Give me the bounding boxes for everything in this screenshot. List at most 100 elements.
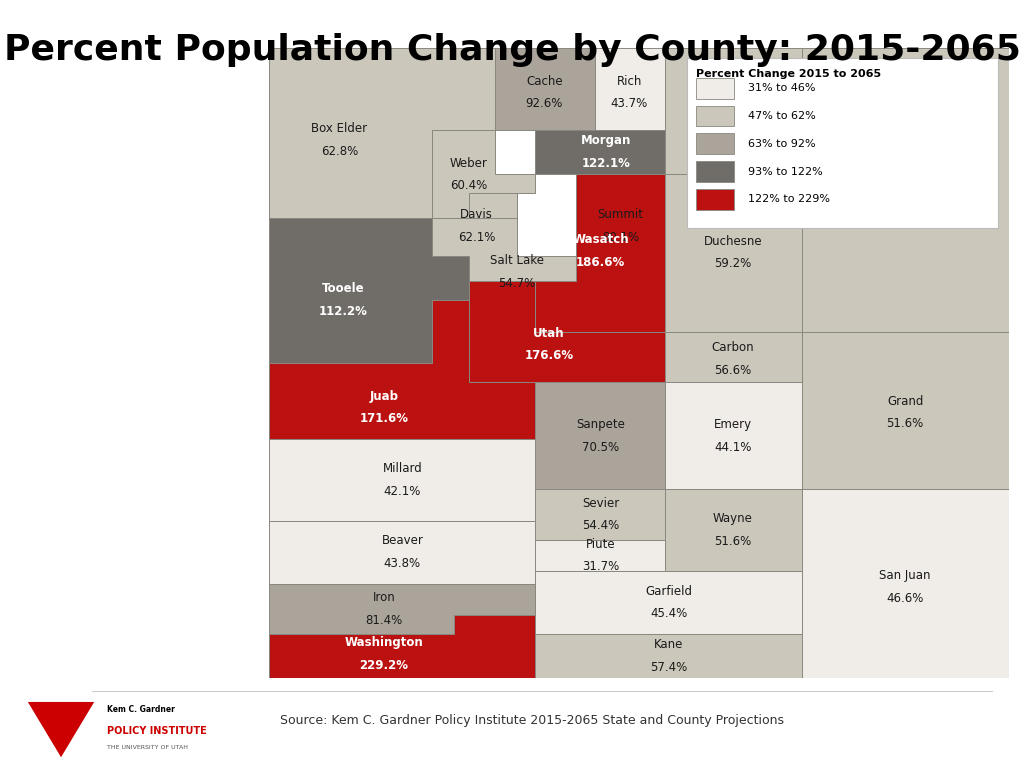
Text: Percent Change 2015 to 2065: Percent Change 2015 to 2065: [696, 69, 881, 79]
Polygon shape: [536, 382, 665, 489]
Text: Kem C. Gardner: Kem C. Gardner: [108, 705, 175, 714]
FancyBboxPatch shape: [696, 134, 734, 154]
Text: Duchesne: Duchesne: [703, 234, 762, 247]
Polygon shape: [665, 48, 802, 174]
Text: Davis: Davis: [460, 208, 493, 221]
Polygon shape: [432, 281, 665, 382]
Text: THE UNIVERSITY OF UTAH: THE UNIVERSITY OF UTAH: [108, 745, 188, 750]
Polygon shape: [269, 48, 495, 218]
Polygon shape: [536, 131, 665, 174]
Polygon shape: [432, 131, 536, 218]
Polygon shape: [269, 300, 665, 439]
Polygon shape: [536, 571, 802, 634]
Polygon shape: [595, 48, 665, 131]
Text: POLICY INSTITUTE: POLICY INSTITUTE: [108, 727, 207, 737]
Text: 42.1%: 42.1%: [384, 485, 421, 498]
FancyBboxPatch shape: [687, 58, 997, 228]
Polygon shape: [665, 489, 802, 571]
Text: Wasatch: Wasatch: [572, 233, 629, 247]
Text: Rich: Rich: [616, 74, 642, 88]
Text: 31.7%: 31.7%: [582, 560, 620, 573]
Text: 57.4%: 57.4%: [650, 661, 687, 674]
Text: 229.2%: 229.2%: [359, 659, 409, 672]
Polygon shape: [432, 218, 577, 300]
Polygon shape: [802, 489, 1009, 678]
Text: 56.6%: 56.6%: [715, 364, 752, 376]
Text: 62.8%: 62.8%: [321, 144, 358, 157]
Text: 54.4%: 54.4%: [582, 519, 620, 532]
Text: 63% to 92%: 63% to 92%: [748, 139, 815, 149]
Text: Summit: Summit: [597, 208, 643, 221]
Text: 81.4%: 81.4%: [366, 614, 402, 627]
FancyBboxPatch shape: [696, 106, 734, 127]
Text: Percent Population Change by County: 2015-2065: Percent Population Change by County: 201…: [3, 33, 1021, 67]
Text: Piute: Piute: [586, 538, 615, 551]
Text: Cache: Cache: [526, 74, 562, 88]
Text: 60.4%: 60.4%: [451, 179, 487, 192]
Text: Source: Kem C. Gardner Policy Institute 2015-2065 State and County Projections: Source: Kem C. Gardner Policy Institute …: [281, 714, 784, 727]
Text: 176.6%: 176.6%: [524, 349, 573, 362]
Text: 122% to 229%: 122% to 229%: [748, 194, 829, 204]
Text: 43.8%: 43.8%: [384, 557, 421, 570]
Text: Millard: Millard: [383, 462, 422, 475]
Text: 92.6%: 92.6%: [525, 98, 563, 111]
Text: Washington: Washington: [344, 637, 423, 650]
Text: 59.2%: 59.2%: [715, 257, 752, 270]
Polygon shape: [665, 382, 802, 489]
Text: Carbon: Carbon: [712, 341, 755, 354]
Text: Salt Lake: Salt Lake: [490, 254, 544, 267]
Text: 47% to 62%: 47% to 62%: [748, 111, 815, 121]
Text: 93% to 122%: 93% to 122%: [748, 167, 822, 177]
Polygon shape: [495, 48, 595, 131]
Text: San Juan: San Juan: [880, 569, 931, 582]
Text: Utah: Utah: [532, 326, 564, 339]
FancyBboxPatch shape: [696, 189, 734, 210]
Polygon shape: [269, 521, 536, 584]
Text: 46.6%: 46.6%: [887, 591, 924, 604]
Text: 62.1%: 62.1%: [458, 231, 495, 243]
Text: 54.5%: 54.5%: [887, 198, 924, 211]
Text: Garfield: Garfield: [645, 584, 692, 598]
Text: Daggett: Daggett: [709, 97, 757, 110]
Text: Sanpete: Sanpete: [577, 418, 625, 431]
Text: Tooele: Tooele: [322, 283, 365, 296]
Polygon shape: [577, 174, 665, 281]
Polygon shape: [269, 439, 536, 521]
Text: Box Elder: Box Elder: [311, 122, 368, 135]
Polygon shape: [536, 489, 665, 540]
Polygon shape: [269, 584, 536, 634]
Polygon shape: [802, 48, 1009, 332]
Text: Iron: Iron: [373, 591, 395, 604]
Polygon shape: [802, 332, 1009, 489]
Text: 44.1%: 44.1%: [714, 441, 752, 454]
Text: 80.1%: 80.1%: [602, 231, 639, 243]
Polygon shape: [28, 702, 94, 757]
Text: Grand: Grand: [887, 395, 924, 408]
Polygon shape: [665, 332, 802, 382]
Text: 54.9%: 54.9%: [715, 119, 752, 132]
Text: Kane: Kane: [654, 638, 683, 651]
Polygon shape: [665, 174, 802, 332]
Text: Sevier: Sevier: [582, 497, 620, 510]
Text: 112.2%: 112.2%: [318, 305, 368, 318]
Polygon shape: [536, 174, 665, 332]
Polygon shape: [269, 218, 469, 363]
Polygon shape: [432, 194, 517, 257]
FancyBboxPatch shape: [696, 161, 734, 182]
Text: 51.6%: 51.6%: [887, 417, 924, 430]
Text: Uintah: Uintah: [886, 175, 925, 188]
Text: 186.6%: 186.6%: [575, 256, 626, 269]
Text: 122.1%: 122.1%: [582, 157, 630, 170]
Polygon shape: [536, 634, 802, 678]
Text: 70.5%: 70.5%: [582, 441, 620, 454]
Text: 31% to 46%: 31% to 46%: [748, 84, 815, 94]
Text: Juab: Juab: [370, 389, 398, 402]
Text: 171.6%: 171.6%: [359, 412, 409, 425]
Text: Morgan: Morgan: [581, 134, 631, 147]
Text: 43.7%: 43.7%: [610, 98, 648, 111]
Text: 51.6%: 51.6%: [715, 535, 752, 548]
Polygon shape: [269, 615, 536, 678]
Text: Weber: Weber: [450, 157, 487, 170]
Polygon shape: [536, 540, 665, 571]
Text: Wayne: Wayne: [713, 512, 753, 525]
